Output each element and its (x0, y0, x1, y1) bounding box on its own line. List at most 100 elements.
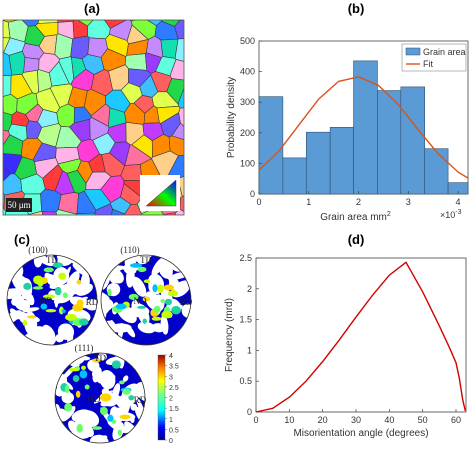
contour-low (160, 315, 169, 335)
colorbar-tick-label: 2 (169, 396, 173, 403)
histogram-bar (282, 157, 307, 195)
contour-high (32, 286, 44, 290)
contour-low (131, 276, 147, 297)
contour-high (137, 305, 146, 309)
contour-high (40, 303, 48, 310)
grain-area-histogram: 0 1 2 3 4 0 100 200 300 400 500 Grain area mm2 ×10-3… (226, 36, 469, 223)
pole-label-110: (110) (120, 245, 139, 255)
x-tick-label: 40 (384, 415, 394, 425)
panel-label-c: (c) (14, 232, 30, 247)
contour-low (7, 288, 24, 300)
contour-high (164, 298, 173, 306)
contour-high (92, 426, 102, 430)
pole-figure (7, 255, 97, 345)
x-tick-label: 1 (306, 197, 311, 207)
grain (42, 211, 58, 215)
contour-high (72, 303, 84, 312)
pole-label-td: TD (140, 255, 152, 265)
contour-high (43, 267, 54, 273)
contour-low (49, 281, 64, 289)
contour-high (52, 262, 64, 268)
contour-high (167, 290, 179, 297)
misorientation-axes (255, 257, 467, 413)
x-tick-label: 0 (253, 415, 258, 425)
pole-label-100: (100) (28, 245, 48, 255)
colorbar-tick-label: 0.5 (169, 427, 179, 434)
contour-high (64, 384, 70, 393)
panel-label-d: (d) (348, 232, 365, 247)
contour-low (65, 271, 80, 292)
contour-high (45, 308, 57, 313)
contour-high (142, 318, 147, 324)
panel-label-a: (a) (84, 1, 100, 16)
colorbar-tick-label: 2.5 (169, 385, 179, 392)
histogram-bar (329, 126, 354, 195)
pole-label-rd: RD (86, 297, 99, 307)
ipf-color-key (140, 175, 180, 211)
y-axis-label: Frequency (mrd) (224, 298, 235, 372)
legend-entry: Grain area (423, 47, 466, 57)
micrograph-frame (2, 19, 185, 216)
y-tick-label: 100 (240, 158, 255, 168)
panel-label-b: (b) (348, 1, 365, 16)
contour-low (109, 319, 114, 328)
scale-bar: 50 μm (6, 198, 32, 212)
contour-high (22, 320, 28, 326)
contour-high (161, 310, 173, 319)
contour-low (72, 263, 89, 277)
contour-high (33, 275, 44, 285)
x-tick-label: 30 (351, 415, 361, 425)
contour-high (58, 272, 67, 280)
contour-high (62, 292, 68, 299)
contour-high (27, 315, 37, 319)
pole-label-111: (111) (75, 343, 94, 353)
histogram-bar (305, 131, 331, 195)
x-tick-label: 3 (406, 197, 411, 207)
histogram-bar (377, 90, 402, 195)
contour-high (42, 294, 55, 299)
contour-low (46, 255, 56, 266)
grain (76, 212, 96, 215)
y-tick-label: 1 (247, 345, 252, 355)
contour-high (143, 279, 151, 284)
colorbar-tick-label: 1.5 (169, 406, 179, 413)
colorbar-tick-label: 1 (169, 417, 173, 424)
contour-high (128, 293, 139, 300)
contour-high (100, 393, 112, 402)
grain (124, 53, 148, 71)
contour-high (142, 296, 151, 302)
contour-low (145, 291, 160, 310)
pole-figures: TD RD ND TD RD ND TD RD ND (6, 254, 193, 444)
contour-high (119, 414, 131, 420)
contour-high (65, 313, 77, 321)
contour-high (111, 360, 121, 369)
contour-high (79, 318, 89, 326)
colorbar-tick-label: 4 (169, 353, 173, 360)
misorientation-line (255, 261, 466, 413)
contour-low (181, 303, 191, 318)
contour-high (64, 403, 73, 412)
contour-low (74, 417, 94, 437)
scale-bar-label: 50 μm (7, 200, 30, 210)
contour-high (92, 358, 101, 363)
contour-high (111, 419, 117, 424)
grain (174, 209, 184, 215)
grain (3, 192, 6, 209)
fit-curve (258, 76, 469, 179)
contour-low (9, 308, 20, 320)
grain (3, 93, 18, 116)
legend-swatch-bar (405, 47, 421, 56)
grain (3, 75, 12, 97)
x-tick-label: 2 (356, 197, 361, 207)
grain (0, 173, 1, 189)
grain (178, 20, 184, 22)
grain (8, 50, 26, 76)
x-tick-label: 20 (318, 415, 328, 425)
grain (37, 20, 59, 24)
contour-low (14, 299, 31, 311)
x-exponent-sup: -3 (455, 209, 461, 216)
contour-low (61, 392, 75, 404)
pole-label-rd: RD (180, 297, 193, 307)
contour-high (137, 266, 147, 273)
